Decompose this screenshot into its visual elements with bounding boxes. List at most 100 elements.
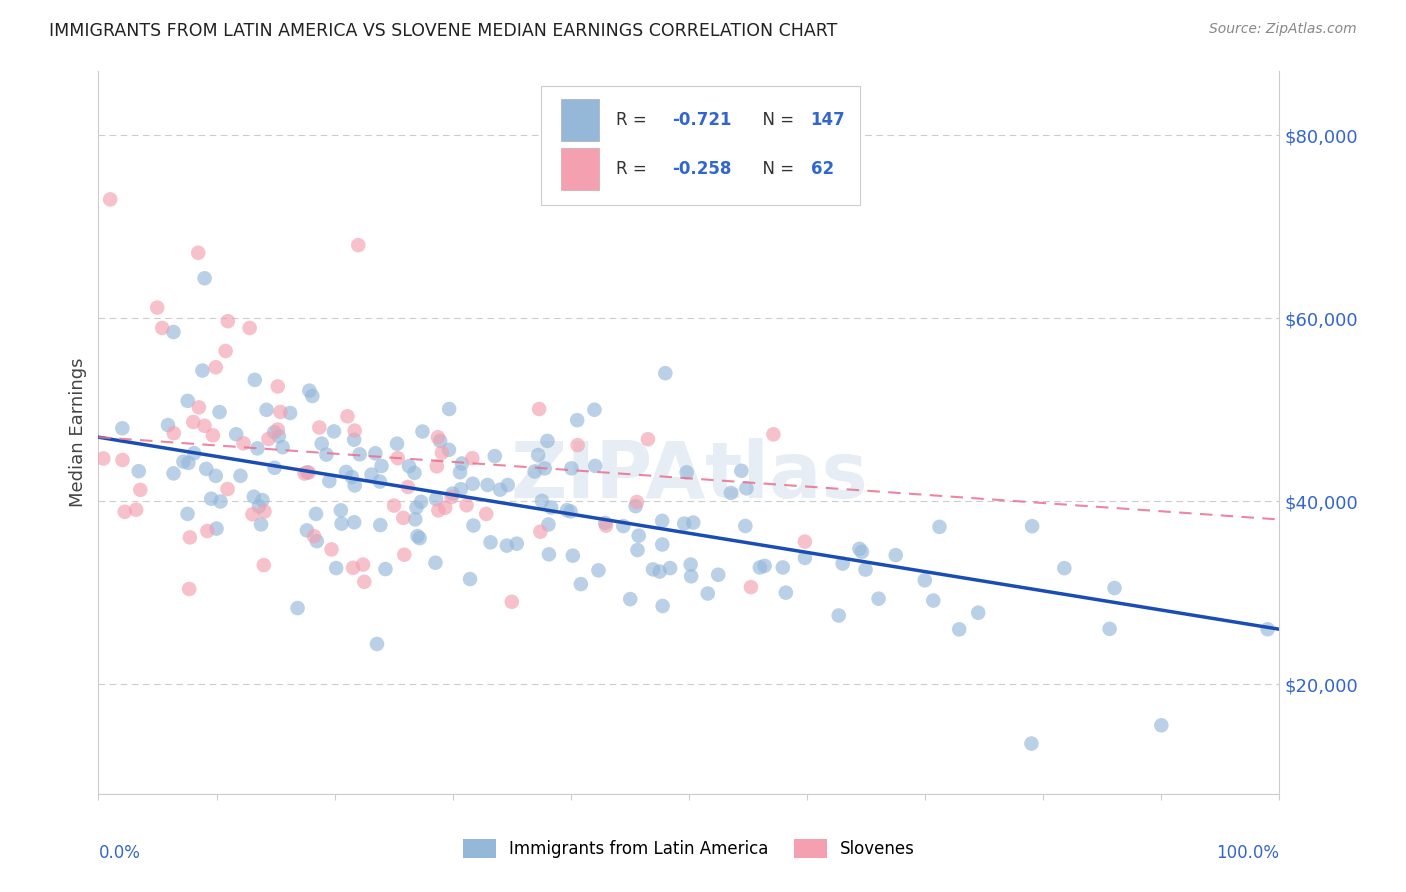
Point <box>250 517 273 532</box>
Point <box>583 458 606 473</box>
Point <box>1257 622 1279 636</box>
Point <box>612 519 634 533</box>
Point <box>828 608 851 623</box>
Point <box>204 468 226 483</box>
Point <box>449 465 471 479</box>
Point <box>775 585 797 599</box>
Point <box>176 507 198 521</box>
Point <box>195 462 218 476</box>
Point <box>392 511 415 525</box>
Point <box>232 436 254 450</box>
Point <box>396 480 419 494</box>
Point <box>1098 622 1121 636</box>
Point <box>295 524 318 538</box>
Text: 147: 147 <box>811 111 845 128</box>
Point <box>928 520 950 534</box>
Point <box>353 574 375 589</box>
Point <box>195 524 218 538</box>
Point <box>387 451 409 466</box>
Point <box>177 393 200 408</box>
Point <box>489 483 512 497</box>
Point <box>855 563 877 577</box>
Point <box>342 561 364 575</box>
Point <box>536 434 558 448</box>
Point <box>456 498 478 512</box>
Point <box>477 478 499 492</box>
Point <box>368 518 391 533</box>
Point <box>496 478 519 492</box>
Point <box>567 438 589 452</box>
Point <box>163 426 186 441</box>
Point <box>561 549 583 563</box>
Point <box>305 507 328 521</box>
Point <box>530 493 553 508</box>
Text: ZIPAtlas: ZIPAtlas <box>510 438 868 514</box>
Point <box>91 451 114 466</box>
Point <box>426 430 449 444</box>
Point <box>335 465 357 479</box>
Point <box>156 418 179 433</box>
Point <box>267 423 290 437</box>
Point <box>540 500 562 515</box>
Point <box>294 467 316 481</box>
Point <box>404 466 426 480</box>
Point <box>793 550 815 565</box>
Point <box>567 413 589 427</box>
Point <box>1021 737 1043 751</box>
Point <box>430 446 453 460</box>
Point <box>707 567 730 582</box>
Point <box>98 193 121 207</box>
Point <box>114 505 136 519</box>
Text: 0.0%: 0.0% <box>98 845 141 863</box>
FancyBboxPatch shape <box>561 99 599 141</box>
Point <box>772 560 794 574</box>
Point <box>217 314 239 328</box>
Point <box>305 534 328 549</box>
Point <box>311 436 333 450</box>
Point <box>187 245 209 260</box>
Point <box>884 548 907 562</box>
Point <box>179 582 201 596</box>
Point <box>651 599 673 613</box>
Point <box>162 325 184 339</box>
Point <box>111 421 134 435</box>
Point <box>364 446 387 460</box>
Point <box>340 470 363 484</box>
Point <box>484 449 506 463</box>
Point <box>318 474 340 488</box>
Point <box>298 384 321 398</box>
Point <box>506 537 529 551</box>
Text: N =: N = <box>752 160 799 178</box>
Point <box>1104 581 1126 595</box>
Point <box>848 541 870 556</box>
Point <box>398 459 420 474</box>
Point <box>287 601 309 615</box>
Point <box>682 516 704 530</box>
Point <box>560 461 582 475</box>
Point <box>385 436 408 450</box>
Point <box>619 592 641 607</box>
Point <box>329 503 352 517</box>
Point <box>1053 561 1076 575</box>
Point <box>851 545 873 559</box>
Point <box>208 405 231 419</box>
Point <box>429 434 451 448</box>
Point <box>263 425 285 439</box>
Point <box>406 529 429 543</box>
Point <box>360 467 382 482</box>
Point <box>624 499 647 513</box>
Point <box>475 507 498 521</box>
Point <box>651 537 673 551</box>
Point <box>523 465 546 479</box>
Point <box>263 460 285 475</box>
Point <box>527 402 550 417</box>
Text: R =: R = <box>616 160 652 178</box>
Point <box>654 366 676 380</box>
Point <box>583 402 606 417</box>
Text: -0.721: -0.721 <box>672 111 733 128</box>
Point <box>146 301 169 315</box>
Point <box>302 529 325 543</box>
Point <box>252 493 274 508</box>
Point <box>269 405 291 419</box>
Point <box>125 502 148 516</box>
